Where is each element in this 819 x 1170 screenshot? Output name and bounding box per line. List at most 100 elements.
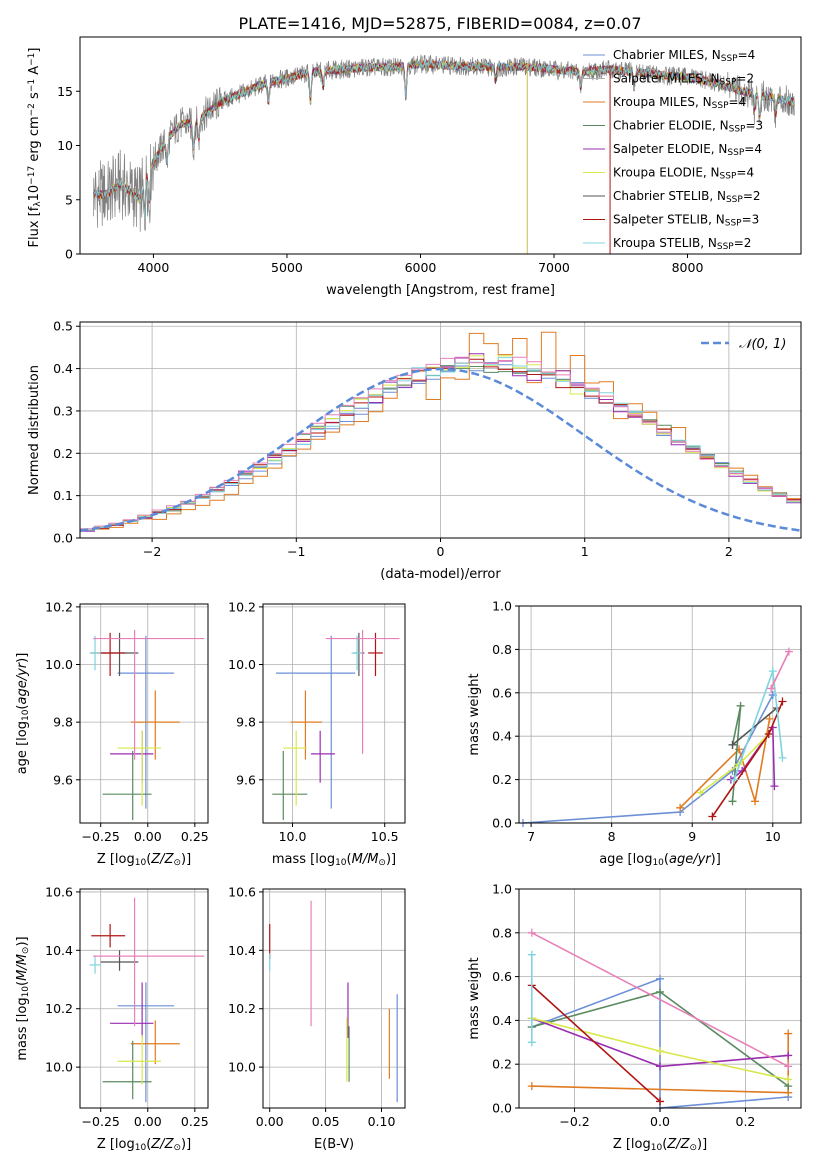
weight-marker <box>708 812 717 821</box>
x-tick-label: 10 <box>765 829 781 844</box>
y-tick-label: 9.8 <box>236 715 256 730</box>
legend-entry: Chabrier STELIB, NSSP=2 <box>613 189 761 205</box>
weight-line <box>531 977 789 1109</box>
axes-frame <box>262 603 406 824</box>
y-axis-label: mass [log10(M/M⊙)] <box>15 936 31 1060</box>
x-axis-label: wavelength [Angstrom, rest frame] <box>326 283 555 298</box>
x-tick-label: 8 <box>608 829 616 844</box>
y-axis-label: mass weight <box>467 673 482 755</box>
x-tick-label: 0.00 <box>256 1114 284 1129</box>
weight-line <box>531 984 661 1102</box>
y-tick-label: 9.6 <box>53 772 73 787</box>
x-tick-label: −2 <box>143 544 161 559</box>
y-tick-label: 10.0 <box>45 657 73 672</box>
x-tick-label: 0.25 <box>181 1114 209 1129</box>
weight-marker <box>784 1075 793 1084</box>
normal-curve <box>80 367 801 532</box>
y-tick-label: 0.4 <box>492 729 512 744</box>
x-tick-label: 4000 <box>138 260 170 275</box>
x-tick-label: −0.2 <box>559 1114 589 1129</box>
weight-marker <box>736 701 745 710</box>
x-axis-label: E(B-V) <box>314 1137 354 1152</box>
weight-line <box>522 694 774 824</box>
y-tick-label: 10 <box>57 138 73 153</box>
spectrum-panel: 4000 5000 6000 7000 8000 0 5 10 15 Chabrier MILES… <box>27 36 802 298</box>
legend-entry: Kroupa ELODIE, NSSP=4 <box>613 166 754 182</box>
x-tick-label: 1 <box>581 544 589 559</box>
y-tick-label: 0.0 <box>492 816 512 831</box>
weight-line <box>679 718 771 809</box>
weight-marker <box>527 1082 536 1091</box>
y-tick-label: 10.2 <box>45 599 73 614</box>
y-tick-label: 0.0 <box>53 531 73 546</box>
weight-marker <box>656 1047 664 1056</box>
weight-marker <box>730 775 739 784</box>
y-axis-label: age [log10(age/yr)] <box>15 653 31 775</box>
mass-vs-EBV-panel: 0.00 0.05 0.10 10.0 10.2 10.4 10.6 E(B-V) <box>228 884 406 1152</box>
weight-vs-Z-panel: −0.2 0.0 0.2 0.0 0.2 0.4 0.6 0.8 1.0 Z [log10(Z/Z… <box>467 882 802 1153</box>
y-tick-label: 10.2 <box>228 1001 256 1016</box>
weight-line <box>731 707 778 746</box>
y-tick-label: 10.4 <box>228 943 256 958</box>
weight-marker <box>656 1062 664 1071</box>
y-tick-label: 0.2 <box>492 772 512 787</box>
y-tick-label: 0.4 <box>53 361 73 376</box>
x-axis-label: Z [log10(Z/Z⊙)] <box>97 852 191 868</box>
x-tick-label: 8000 <box>672 260 704 275</box>
weight-series <box>519 647 793 827</box>
x-tick-label: 6000 <box>405 260 437 275</box>
weight-marker <box>768 667 777 676</box>
x-axis-label: age [log10(age/yr)] <box>599 852 721 868</box>
y-tick-label: 10.6 <box>228 884 256 899</box>
x-axis-label: Z [log10(Z/Z⊙)] <box>613 1137 707 1153</box>
y-tick-label: 0.8 <box>492 642 512 657</box>
y-tick-label: 0.2 <box>492 1057 512 1072</box>
y-tick-label: 0.1 <box>53 488 73 503</box>
weight-marker <box>656 974 664 983</box>
weight-marker <box>751 797 760 806</box>
y-tick-label: 1.0 <box>492 882 512 897</box>
x-tick-label: 0.10 <box>368 1114 396 1129</box>
legend-entry: Salpeter MILES, NSSP=2 <box>613 72 754 88</box>
x-tick-label: 2 <box>725 544 733 559</box>
y-tick-label: 0.0 <box>492 1101 512 1116</box>
x-tick-label: −0.25 <box>82 1114 120 1129</box>
weight-marker <box>770 782 779 791</box>
y-tick-label: 10.0 <box>228 1060 256 1075</box>
weight-marker <box>784 1029 793 1038</box>
y-tick-label: 5 <box>65 192 73 207</box>
legend-entry: Salpeter ELODIE, NSSP=4 <box>613 142 762 158</box>
x-tick-label: 0.00 <box>134 829 162 844</box>
weight-marker <box>764 730 773 739</box>
error-bars <box>89 629 205 821</box>
weight-vs-age-panel: 7 8 9 10 0.0 0.2 0.4 0.6 0.8 1.0 age [log10(age/yr… <box>467 599 802 868</box>
figure-title: PLATE=1416, MJD=52875, FIBERID=0084, z=0… <box>238 14 641 33</box>
weight-line <box>733 670 784 780</box>
y-axis-label: Flux [fλ10−17 erg cm−2 s−1 A−1] <box>27 48 43 248</box>
y-tick-label: 1.0 <box>492 599 512 614</box>
x-tick-label: −0.25 <box>82 829 120 844</box>
x-tick-label: 0.05 <box>312 1114 340 1129</box>
error-bars <box>89 897 205 1103</box>
y-tick-label: 0.6 <box>492 969 512 984</box>
x-tick-label: 0.25 <box>181 829 209 844</box>
x-tick-label: 0.00 <box>134 1114 162 1129</box>
y-tick-label: 10.2 <box>45 1001 73 1016</box>
weight-marker <box>728 797 737 806</box>
legend-entry: 𝒩(0, 1) <box>739 337 786 352</box>
x-tick-label: 10.5 <box>371 829 399 844</box>
legend-entry: Chabrier ELODIE, NSSP=3 <box>613 119 763 135</box>
error-bars <box>272 629 400 821</box>
weight-marker <box>676 803 685 812</box>
axes-frame <box>262 888 406 1109</box>
x-axis-label: mass [log10(M/M⊙)] <box>272 852 396 868</box>
y-tick-label: 10.0 <box>45 1060 73 1075</box>
y-tick-label: 0.5 <box>53 319 73 334</box>
y-tick-label: 10.6 <box>45 884 73 899</box>
residuals-panel: −2 −1 0 1 2 0.0 0.1 0.2 0.3 0.4 0.5 𝒩(0, 1) (data-mo… <box>27 319 802 582</box>
y-tick-label: 9.6 <box>236 772 256 787</box>
spectrum-lines <box>93 54 795 254</box>
axes-frame <box>518 605 802 824</box>
